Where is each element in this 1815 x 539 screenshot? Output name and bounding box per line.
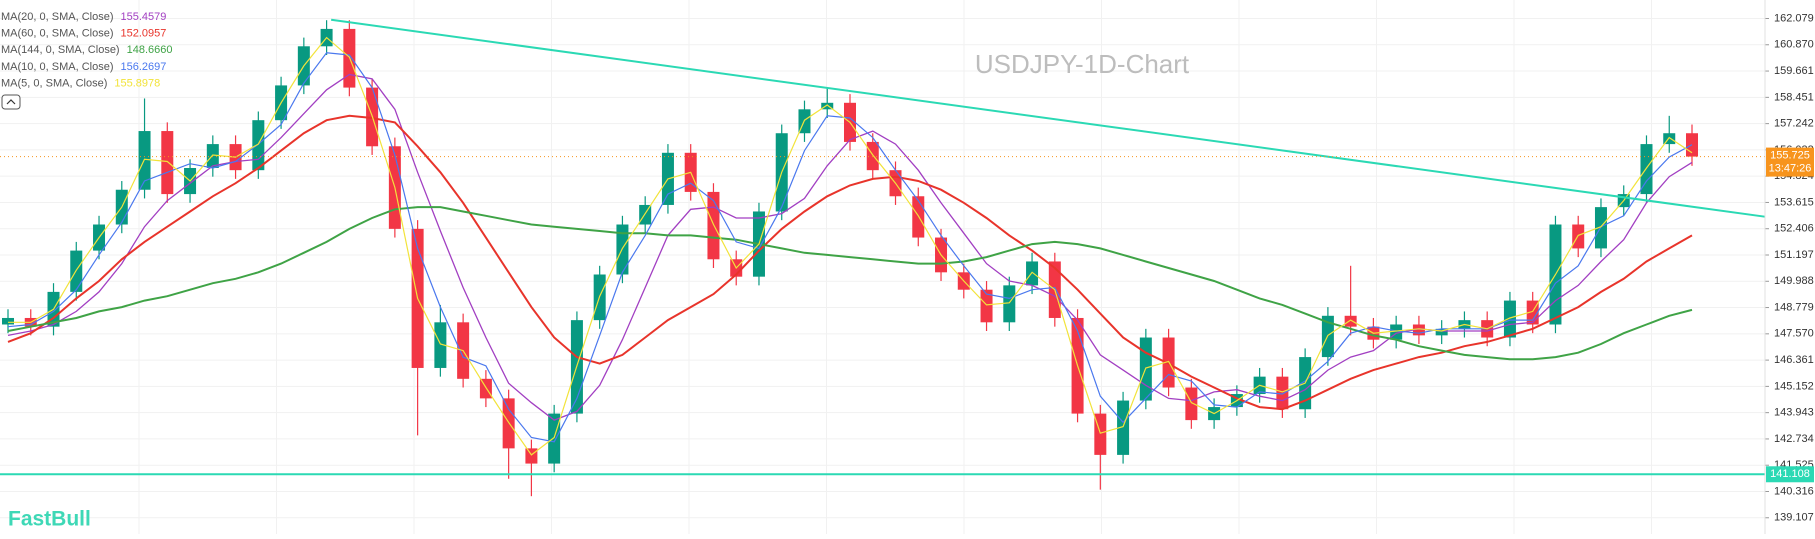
candle-body [821, 102, 834, 110]
candle-body [525, 448, 538, 464]
legend-entry: MA(5, 0, SMA, Close) 155.8978 [1, 77, 160, 89]
legend-name: MA(20, 0, SMA, Close) [1, 11, 113, 23]
candle-body [1026, 261, 1039, 286]
legend-value: 152.0957 [120, 28, 166, 40]
level-tag [1766, 466, 1814, 483]
y-tick-label: 160.870 [1774, 39, 1814, 51]
candle-body [1412, 324, 1425, 336]
plot [0, 18, 1765, 497]
candle-body [161, 131, 174, 195]
ma-line [8, 36, 1693, 456]
legend-value: 148.6660 [127, 44, 173, 56]
legend-value: 155.8978 [114, 77, 160, 89]
y-tick-label: 139.107 [1774, 512, 1814, 524]
legend-name: MA(60, 0, SMA, Close) [1, 28, 113, 40]
legend-entry: MA(144, 0, SMA, Close) 148.6660 [1, 44, 172, 56]
legend-name: MA(5, 0, SMA, Close) [1, 77, 107, 89]
y-tick-label: 149.988 [1774, 275, 1814, 287]
candle-body [2, 317, 14, 325]
y-tick-label: 158.451 [1774, 91, 1814, 103]
candle-body [1117, 400, 1130, 455]
last-price-label: 155.725 [1770, 149, 1810, 161]
ma-line [7, 52, 1693, 443]
y-tick-label: 159.661 [1774, 65, 1814, 77]
candle-body [866, 141, 879, 171]
candle-body [1344, 315, 1357, 327]
legend-entry: MA(20, 0, SMA, Close) 155.4579 [1, 11, 166, 23]
candle-body [1435, 328, 1448, 336]
legend-name: MA(10, 0, SMA, Close) [1, 61, 113, 73]
y-tick-label: 148.779 [1774, 301, 1814, 313]
y-tick-label: 162.079 [1774, 12, 1814, 24]
y-tick-label: 145.152 [1774, 380, 1814, 392]
candle-body [206, 144, 219, 169]
candle-body [434, 322, 447, 368]
last-price-tag [1766, 147, 1814, 177]
legend-entry: MA(60, 0, SMA, Close) 152.0957 [1, 28, 166, 40]
y-tick-label: 147.570 [1774, 328, 1814, 340]
y-tick-label: 151.197 [1774, 249, 1814, 261]
candle-body [1185, 387, 1198, 421]
price-axis: 162.079160.870159.661158.451157.242156.0… [1764, 0, 1814, 534]
candle-body [1003, 285, 1016, 323]
y-tick-label: 157.242 [1774, 118, 1814, 130]
legend-value: 156.2697 [120, 61, 166, 73]
last-price-time: 13:47:26 [1769, 162, 1812, 174]
watermark-title: USDJPY-1D-Chart [975, 49, 1190, 79]
legend-name: MA(144, 0, SMA, Close) [1, 44, 120, 56]
ma-line [7, 114, 1693, 411]
y-tick-label: 142.734 [1774, 433, 1814, 445]
ma-line [7, 73, 1693, 421]
candle-body [252, 120, 265, 171]
y-tick-label: 153.615 [1774, 196, 1814, 208]
legend: MA(20, 0, SMA, Close) 155.4579 MA(60, 0, S… [1, 11, 172, 89]
ma-line [7, 206, 1693, 361]
y-tick-label: 143.943 [1774, 407, 1814, 419]
level-tag-label: 141.108 [1770, 468, 1810, 480]
y-tick-label: 140.316 [1774, 485, 1814, 497]
candle-body [548, 413, 561, 464]
trendline [331, 18, 1765, 218]
brand-logo: FastBull [8, 508, 91, 531]
legend-value: 155.4579 [120, 11, 166, 23]
candle-body [980, 289, 993, 323]
y-tick-label: 152.406 [1774, 223, 1814, 235]
y-tick-label: 146.361 [1774, 354, 1814, 366]
candle-body [1640, 144, 1653, 195]
candle-body [1663, 133, 1676, 145]
collapse-button[interactable] [1, 94, 21, 110]
candle-body [1503, 300, 1516, 338]
candle-body [1276, 376, 1289, 410]
legend-entry: MA(10, 0, SMA, Close) 156.2697 [1, 61, 166, 73]
